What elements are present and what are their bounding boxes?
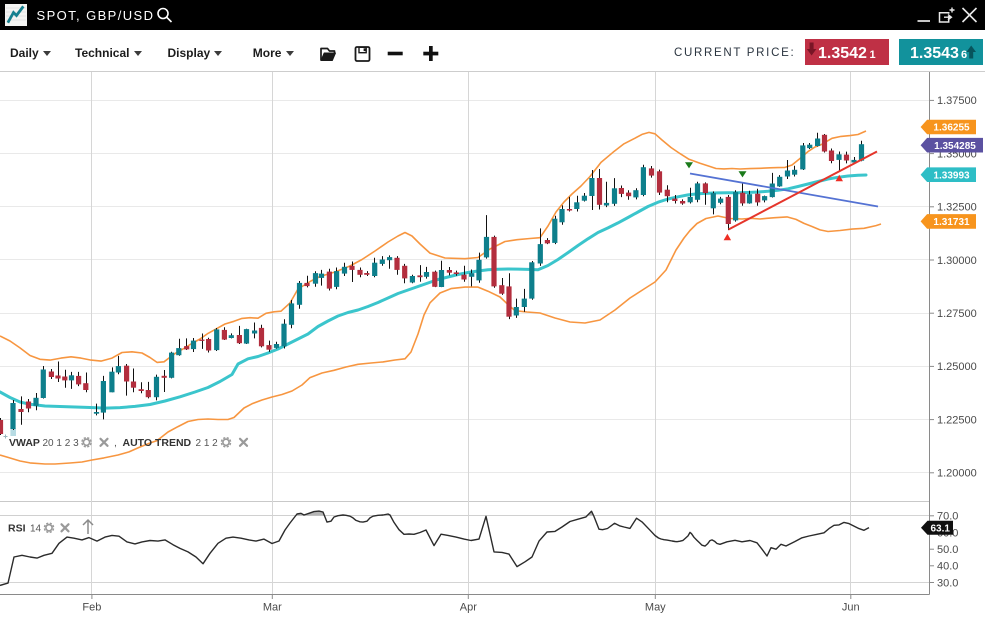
svg-text:40.0: 40.0 [937,561,958,573]
svg-text:Mar: Mar [263,602,282,614]
svg-text:1.36255: 1.36255 [933,123,970,134]
svg-text:1.22500: 1.22500 [937,414,977,426]
svg-text:1.32500: 1.32500 [937,202,977,214]
svg-text:May: May [645,602,666,614]
svg-text:50.0: 50.0 [937,544,958,556]
svg-text:14: 14 [30,524,42,535]
svg-text:Jun: Jun [842,602,860,614]
svg-text:1: 1 [869,49,875,61]
svg-text:1.30000: 1.30000 [937,255,977,267]
svg-text:2 1 2: 2 1 2 [196,438,219,449]
svg-text:1.20000: 1.20000 [937,468,977,480]
svg-text:1.31731: 1.31731 [933,217,970,228]
svg-text:1.27500: 1.27500 [937,308,977,320]
svg-text:1.37500: 1.37500 [937,95,977,107]
svg-text:Apr: Apr [460,602,477,614]
svg-text:AUTO TREND: AUTO TREND [123,437,192,449]
svg-text:RSI: RSI [8,523,26,535]
svg-text:1.25000: 1.25000 [937,361,977,373]
svg-text:1.354285: 1.354285 [934,141,976,152]
svg-text:6: 6 [961,49,967,61]
svg-text:20 1 2 3: 20 1 2 3 [43,438,80,449]
svg-text:,: , [114,437,117,449]
svg-text:70.0: 70.0 [937,511,958,523]
svg-text:63.1: 63.1 [930,524,950,535]
svg-text:1.33993: 1.33993 [933,170,970,181]
svg-text:Feb: Feb [82,602,101,614]
svg-text:1.3543: 1.3543 [910,45,959,62]
svg-text:30.0: 30.0 [937,577,958,589]
svg-text:VWAP: VWAP [9,437,40,449]
svg-text:1.3542: 1.3542 [818,45,867,62]
